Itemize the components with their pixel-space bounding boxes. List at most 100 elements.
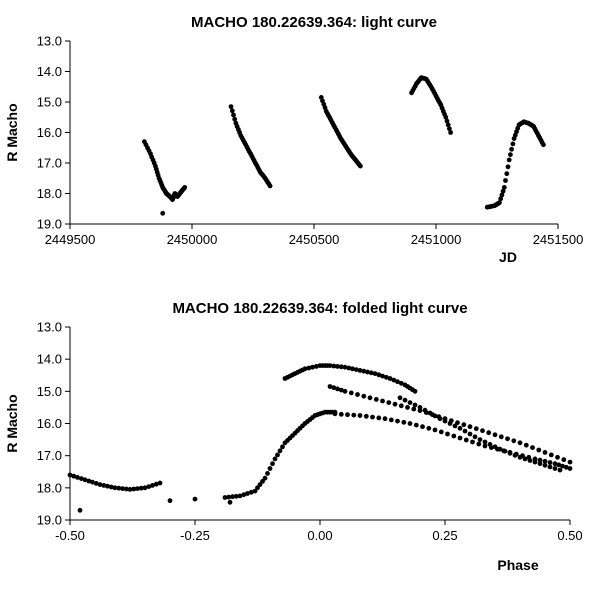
data-point bbox=[486, 430, 492, 436]
data-point bbox=[338, 411, 344, 417]
x-tick-label: 0.25 bbox=[432, 528, 457, 543]
data-point bbox=[131, 486, 137, 492]
data-point bbox=[327, 363, 333, 368]
data-point bbox=[345, 412, 350, 418]
data-point bbox=[233, 493, 239, 499]
data-point bbox=[392, 401, 398, 407]
data-point bbox=[537, 457, 543, 463]
data-point bbox=[335, 364, 340, 369]
x-tick-label: -0.50 bbox=[55, 528, 85, 543]
data-point bbox=[522, 456, 528, 462]
data-point bbox=[353, 367, 359, 372]
data-point bbox=[462, 428, 468, 434]
data-point bbox=[157, 480, 163, 486]
data-point bbox=[142, 485, 148, 491]
y-tick-label: 18.0 bbox=[37, 480, 62, 495]
y-tick-label: 17.0 bbox=[37, 156, 62, 171]
data-point bbox=[461, 422, 467, 428]
x-tick-label: 0.50 bbox=[557, 528, 582, 543]
data-point bbox=[232, 116, 238, 122]
data-point bbox=[383, 374, 389, 380]
data-point bbox=[267, 466, 273, 471]
y-axis-label: R Macho bbox=[4, 394, 20, 452]
data-point bbox=[280, 444, 285, 450]
data-point bbox=[557, 467, 563, 473]
data-point bbox=[422, 407, 428, 413]
data-point bbox=[542, 450, 548, 455]
data-point bbox=[342, 388, 348, 394]
data-point bbox=[552, 461, 558, 467]
data-series bbox=[142, 75, 546, 216]
data-point bbox=[532, 459, 538, 465]
data-point bbox=[402, 397, 408, 403]
data-point bbox=[182, 185, 188, 190]
data-point bbox=[391, 377, 397, 383]
data-point bbox=[548, 452, 554, 458]
data-point bbox=[487, 442, 493, 447]
data-point bbox=[547, 460, 553, 465]
data-point bbox=[357, 368, 363, 373]
data-point bbox=[512, 452, 518, 458]
data-point bbox=[511, 438, 517, 444]
data-point bbox=[265, 471, 270, 476]
data-point bbox=[90, 479, 95, 485]
data-point bbox=[380, 398, 385, 404]
data-point bbox=[310, 364, 315, 370]
data-point bbox=[477, 437, 483, 442]
data-point bbox=[500, 188, 506, 194]
data-point bbox=[395, 379, 400, 385]
chart-title: MACHO 180.22639.364: folded light curve bbox=[172, 300, 467, 317]
data-point bbox=[150, 483, 155, 488]
data-point bbox=[358, 163, 363, 169]
outlier-point bbox=[192, 496, 198, 502]
data-point bbox=[112, 485, 118, 491]
data-point bbox=[448, 130, 453, 135]
data-point bbox=[563, 464, 569, 470]
x-axis-label: Phase bbox=[497, 557, 538, 573]
data-point bbox=[306, 365, 312, 371]
data-point bbox=[501, 185, 507, 190]
data-point bbox=[335, 386, 340, 392]
data-point bbox=[447, 126, 452, 132]
data-point bbox=[226, 494, 232, 500]
data-point bbox=[437, 416, 443, 422]
data-point bbox=[527, 458, 533, 463]
data-point bbox=[517, 454, 523, 460]
data-point bbox=[417, 405, 423, 410]
outlier-point bbox=[167, 498, 173, 504]
data-point bbox=[536, 447, 542, 453]
data-point bbox=[373, 397, 379, 402]
data-point bbox=[313, 364, 319, 369]
data-point bbox=[398, 403, 404, 409]
data-point bbox=[230, 494, 235, 500]
data-point bbox=[530, 445, 535, 450]
data-point bbox=[277, 448, 283, 454]
outlier-point bbox=[160, 210, 166, 216]
data-point bbox=[432, 427, 438, 433]
data-point bbox=[350, 366, 355, 372]
x-tick-label: 2451000 bbox=[411, 232, 462, 247]
data-point bbox=[135, 486, 140, 491]
data-point bbox=[492, 444, 498, 450]
x-tick-label: 2449500 bbox=[45, 232, 96, 247]
data-point bbox=[365, 369, 370, 375]
data-point bbox=[426, 425, 432, 431]
data-point bbox=[338, 387, 344, 393]
data-point bbox=[457, 425, 463, 431]
data-point bbox=[348, 390, 354, 396]
data-point bbox=[412, 402, 418, 408]
data-point bbox=[420, 424, 425, 430]
data-point bbox=[388, 417, 394, 423]
data-point bbox=[108, 484, 114, 490]
data-point bbox=[382, 416, 388, 422]
outlier-point bbox=[227, 499, 233, 505]
x-tick-label: -0.25 bbox=[180, 528, 210, 543]
data-point bbox=[498, 196, 504, 202]
y-tick-label: 14.0 bbox=[37, 64, 62, 79]
data-point bbox=[508, 152, 513, 158]
data-point bbox=[470, 439, 475, 445]
data-point bbox=[405, 405, 410, 410]
y-tick-label: 17.0 bbox=[37, 448, 62, 463]
data-point bbox=[432, 413, 438, 419]
data-point bbox=[523, 442, 529, 448]
